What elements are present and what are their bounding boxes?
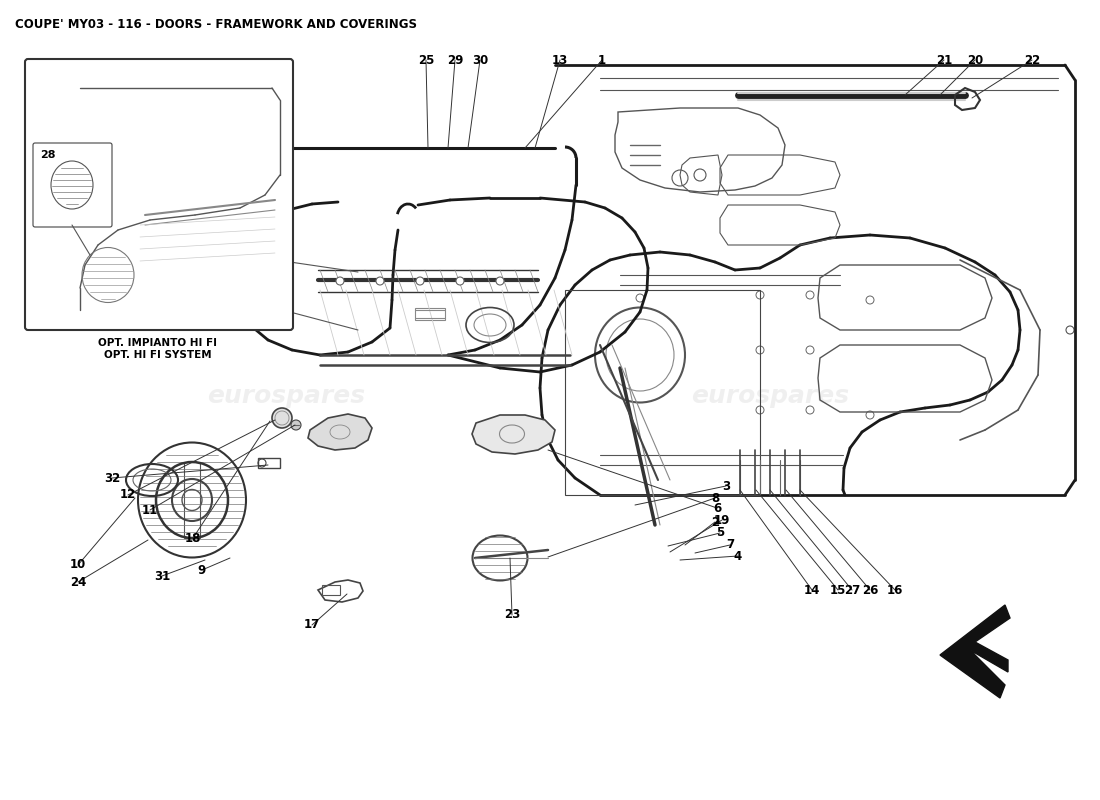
Bar [415, 308, 446, 320]
Bar [184, 462, 200, 538]
Circle shape [336, 277, 344, 285]
Circle shape [456, 277, 464, 285]
Polygon shape [472, 415, 556, 454]
Text: 6: 6 [713, 502, 722, 514]
Bar [322, 585, 340, 595]
Text: 2: 2 [711, 515, 719, 529]
Text: OPT. IMPIANTO HI FI: OPT. IMPIANTO HI FI [99, 338, 218, 348]
Text: OPT. HI FI SYSTEM: OPT. HI FI SYSTEM [104, 350, 212, 360]
Text: 21: 21 [936, 54, 953, 66]
Text: 11: 11 [142, 503, 158, 517]
FancyBboxPatch shape [25, 59, 293, 330]
Polygon shape [308, 414, 372, 450]
Text: 8: 8 [711, 491, 719, 505]
Text: 22: 22 [1024, 54, 1041, 66]
Text: 4: 4 [734, 550, 742, 562]
Text: 1: 1 [598, 54, 606, 66]
Text: 27: 27 [844, 583, 860, 597]
Text: 31: 31 [154, 570, 170, 582]
Circle shape [376, 277, 384, 285]
Text: 16: 16 [887, 583, 903, 597]
Text: 10: 10 [70, 558, 86, 571]
Polygon shape [940, 605, 1010, 698]
Text: 7: 7 [726, 538, 734, 551]
Text: 5: 5 [716, 526, 724, 539]
Circle shape [416, 277, 424, 285]
Text: 29: 29 [447, 54, 463, 66]
Text: COUPE' MY03 - 116 - DOORS - FRAMEWORK AND COVERINGS: COUPE' MY03 - 116 - DOORS - FRAMEWORK AN… [15, 18, 417, 31]
Text: 18: 18 [185, 531, 201, 545]
Bar [258, 458, 280, 468]
Text: 9: 9 [198, 563, 206, 577]
Text: 25: 25 [418, 54, 434, 66]
Circle shape [272, 408, 292, 428]
Text: 26: 26 [861, 583, 878, 597]
Text: eurospares: eurospares [207, 384, 365, 408]
Text: 13: 13 [552, 54, 568, 66]
Text: 23: 23 [504, 609, 520, 622]
Text: 12: 12 [120, 489, 136, 502]
Text: 14: 14 [804, 583, 821, 597]
Text: 32: 32 [103, 471, 120, 485]
Text: 15: 15 [829, 583, 846, 597]
FancyBboxPatch shape [33, 143, 112, 227]
Text: 20: 20 [967, 54, 983, 66]
Text: 28: 28 [40, 150, 55, 160]
Text: 17: 17 [304, 618, 320, 631]
Text: 24: 24 [69, 575, 86, 589]
Text: eurospares: eurospares [691, 384, 849, 408]
Circle shape [496, 277, 504, 285]
Text: 3: 3 [722, 479, 730, 493]
Circle shape [292, 420, 301, 430]
Text: 19: 19 [714, 514, 730, 526]
Text: 30: 30 [472, 54, 488, 66]
